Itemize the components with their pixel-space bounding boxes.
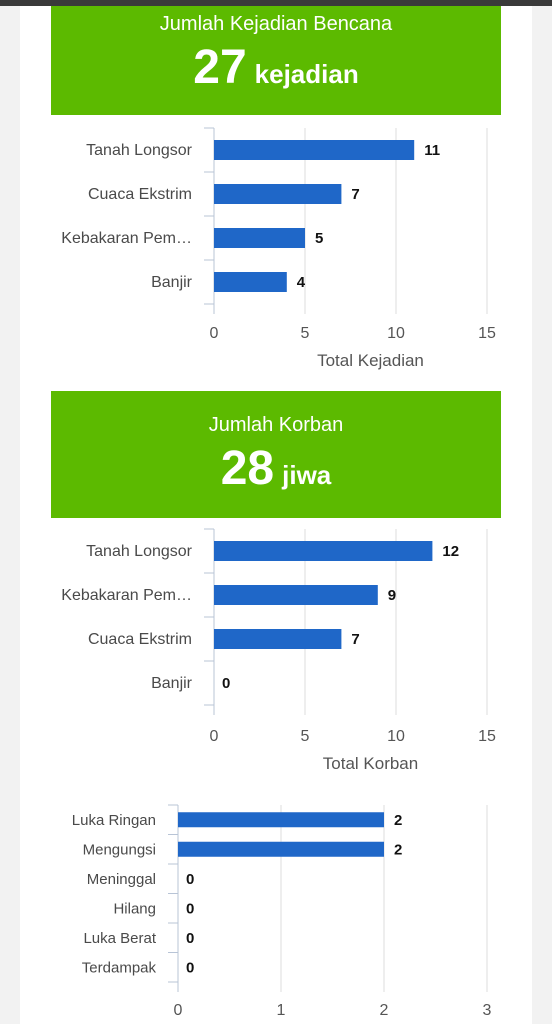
value-label: 0 <box>186 871 194 888</box>
bar <box>178 812 384 828</box>
category-label: Hilang <box>113 900 156 917</box>
value-label: 11 <box>424 142 440 159</box>
category-label: Tanah Longsor <box>86 543 193 560</box>
x-tick-label: 15 <box>478 325 496 342</box>
category-label: Kebakaran Pem… <box>61 587 192 604</box>
x-tick-label: 10 <box>387 325 405 342</box>
category-label: Kebakaran Pem… <box>61 230 192 247</box>
bar <box>214 541 433 561</box>
x-tick-label: 2 <box>380 1002 389 1019</box>
value-label: 0 <box>186 930 194 947</box>
category-label: Mengungsi <box>83 841 156 858</box>
category-label: Meninggal <box>87 871 156 888</box>
value-label: 12 <box>442 543 459 560</box>
summary-banner-korban: Jumlah Korban 28 jiwa <box>51 391 501 518</box>
summary-label: Jumlah Kejadian Bencana <box>159 13 393 35</box>
value-label: 9 <box>388 587 396 604</box>
bar <box>214 585 378 605</box>
summary-number: 28 <box>220 442 275 495</box>
category-label: Tanah Longsor <box>86 142 193 159</box>
x-tick-label: 3 <box>483 1002 492 1019</box>
summary-unit: kejadian <box>254 59 359 89</box>
bar <box>214 140 415 160</box>
summary-banner-kejadian: Jumlah Kejadian Bencana 27 kejadian <box>51 6 501 115</box>
chart-kejadian: Tanah Longsor 11 Cuaca Ekstrim 7 Kebakaran P… <box>61 127 496 370</box>
value-label: 0 <box>186 900 194 917</box>
x-axis-title: Total Korban <box>323 754 418 773</box>
x-tick-label: 0 <box>174 1002 183 1019</box>
value-label: 7 <box>351 186 359 203</box>
summary-value-line: 28 jiwa <box>51 441 501 496</box>
category-label: Terdampak <box>82 959 157 976</box>
x-tick-label: 10 <box>387 728 405 745</box>
summary-number: 27 <box>193 41 247 94</box>
category-label: Banjir <box>151 274 193 291</box>
value-label: 2 <box>394 812 402 829</box>
category-label: Banjir <box>151 675 193 692</box>
value-label: 4 <box>297 274 306 291</box>
content-card: Jumlah Kejadian Bencana 27 kejadian Tanah… <box>20 6 532 1024</box>
bar <box>214 184 342 204</box>
category-label: Cuaca Ekstrim <box>88 631 192 648</box>
value-label: 0 <box>186 959 194 976</box>
bar <box>214 629 342 649</box>
value-label: 2 <box>394 841 402 858</box>
summary-unit: jiwa <box>282 460 332 490</box>
bar <box>178 841 384 857</box>
x-tick-label: 0 <box>210 728 219 745</box>
category-label: Luka Berat <box>83 930 156 947</box>
value-label: 0 <box>222 675 230 692</box>
x-tick-label: 0 <box>210 325 219 342</box>
x-tick-label: 15 <box>478 728 496 745</box>
bar <box>214 228 305 248</box>
bar <box>214 272 287 292</box>
value-label: 7 <box>351 631 359 648</box>
x-tick-label: 5 <box>301 325 310 342</box>
summary-value-line: 27 kejadian <box>51 40 501 95</box>
chart-korban: Tanah Longsor 12 Kebakaran Pem… 9 Cuaca Ekst… <box>61 528 496 773</box>
status-bar <box>0 0 552 6</box>
chart-korban-detail: Luka Ringan 2 Mengungsi 2 Meninggal 0 Hilang 0 L… <box>72 804 492 1019</box>
x-tick-label: 5 <box>301 728 310 745</box>
category-label: Cuaca Ekstrim <box>88 186 192 203</box>
value-label: 5 <box>315 230 323 247</box>
x-axis-title: Total Kejadian <box>317 351 424 370</box>
x-tick-label: 1 <box>277 1002 286 1019</box>
summary-label: Jumlah Korban <box>208 414 344 436</box>
category-label: Luka Ringan <box>72 812 156 829</box>
